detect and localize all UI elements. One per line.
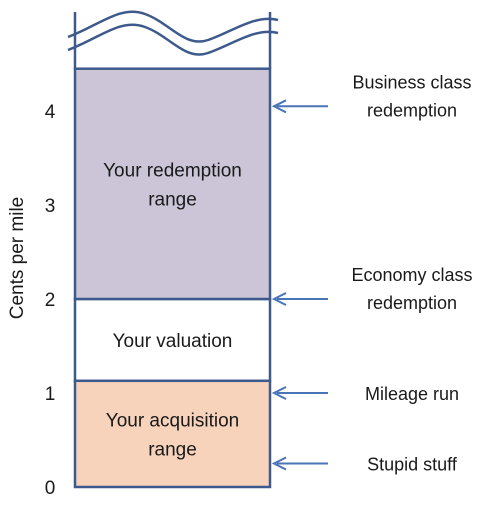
annotation-economy-class: redemption [367, 293, 457, 313]
region-label-redemption: Your redemption [103, 160, 242, 181]
y-tick-label: 1 [45, 384, 56, 405]
region-label-redemption: range [148, 189, 197, 210]
annotation-business-class: redemption [367, 100, 457, 120]
region-redemption [73, 67, 272, 301]
region-valuation [73, 297, 272, 383]
y-tick-label: 3 [45, 196, 56, 217]
axis-break [67, 10, 279, 69]
y-axis-label: Cents per mile [7, 197, 28, 320]
annotation-business-class: Business class [352, 72, 471, 92]
arrow-head-economy-class [271, 292, 287, 306]
break-wave-lower [67, 23, 279, 56]
regions-layer: Your acquisition range Your valuation Your … [73, 67, 272, 489]
arrow-head-business-class [271, 99, 287, 114]
annotation-mileage-run: Mileage run [365, 384, 459, 404]
arrow-head-mileage-run [271, 386, 287, 400]
y-tick-label: 2 [45, 290, 56, 311]
region-label-acquisition: range [148, 439, 197, 460]
region-label-valuation: Your valuation [113, 331, 233, 352]
break-wave-upper [67, 10, 279, 43]
annotations-layer: Business class redemption Economy class red… [271, 72, 473, 475]
y-tick-label: 0 [45, 478, 56, 499]
arrow-head-stupid-stuff [271, 456, 287, 471]
region-label-acquisition: Your acquisition [106, 410, 239, 431]
annotation-economy-class: Economy class [351, 265, 472, 285]
y-tick-label: 4 [45, 102, 56, 123]
annotation-stupid-stuff: Stupid stuff [367, 455, 458, 475]
region-acquisition [73, 379, 272, 489]
y-ticks: 0 1 2 3 4 [45, 102, 56, 499]
